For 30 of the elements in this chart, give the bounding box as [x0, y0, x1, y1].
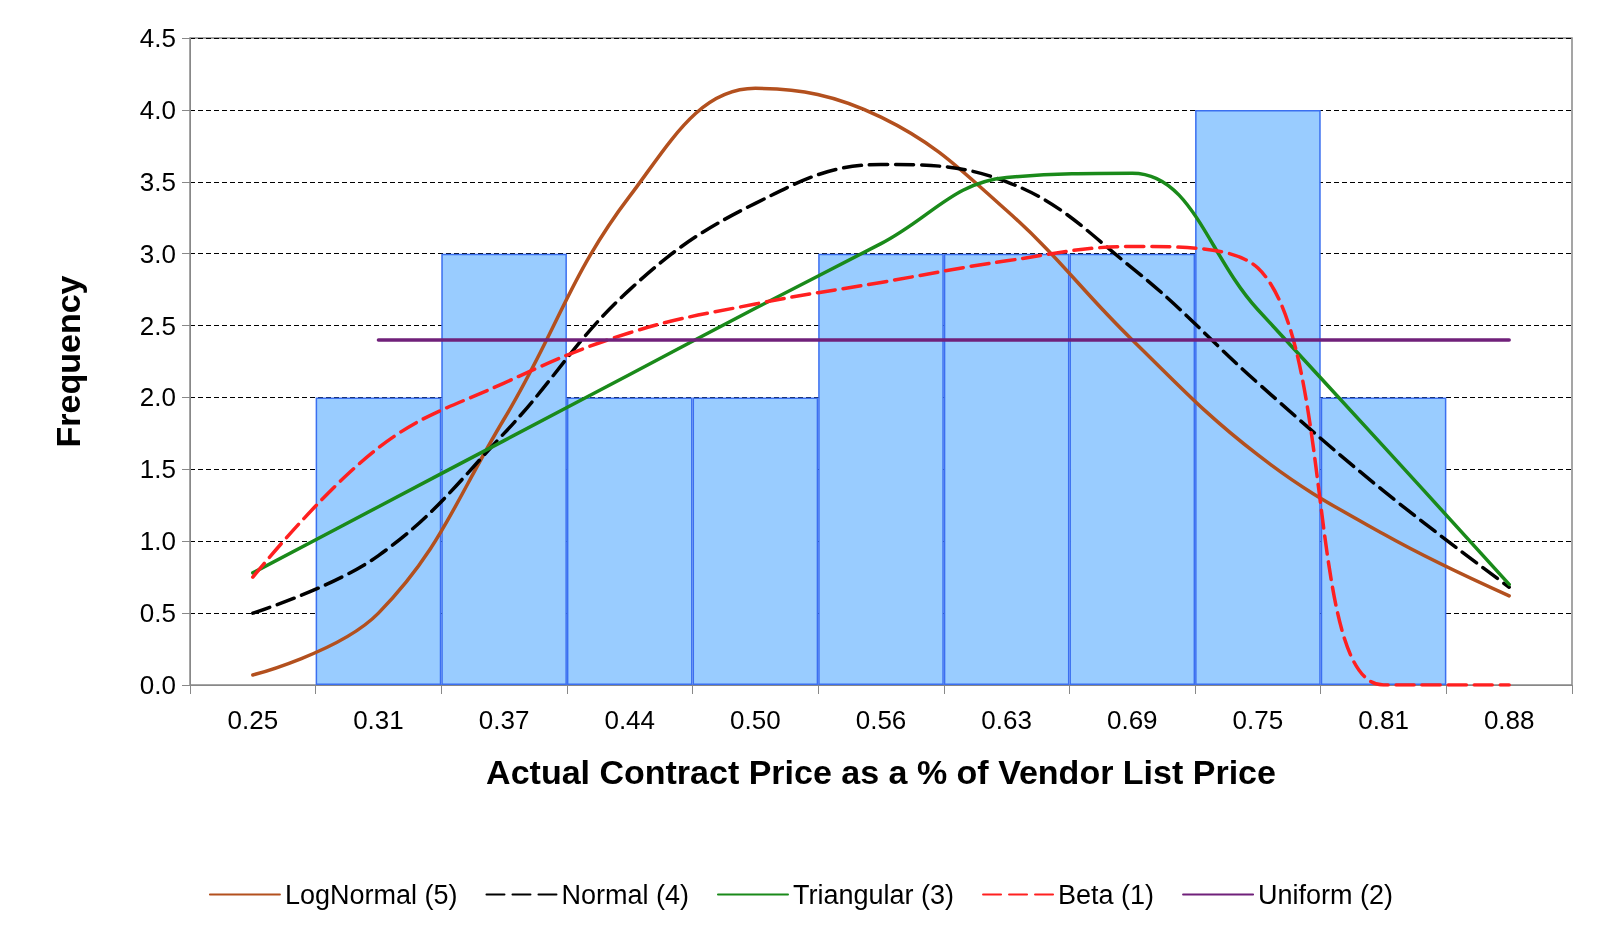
y-axis-title: Frequency: [49, 275, 87, 448]
x-tick-label: 0.75: [1232, 705, 1284, 735]
y-tick-label: 4.0: [139, 94, 176, 125]
x-tick-label: 0.69: [1106, 705, 1158, 735]
y-tick-label: 4.5: [139, 23, 176, 53]
x-tick-label: 0.25: [227, 705, 279, 735]
y-tick-label: 0.0: [139, 670, 176, 700]
y-tick-label: 3.0: [139, 238, 176, 269]
x-tick-label: 0.44: [604, 705, 656, 735]
y-tick-label: 2.5: [139, 310, 176, 341]
x-tick-label: 0.37: [478, 705, 530, 735]
y-tick-label: 2.0: [139, 382, 176, 413]
line-series: [251, 86, 1511, 677]
x-tick-label: 0.81: [1358, 705, 1409, 735]
legend-label: LogNormal (5): [284, 879, 458, 910]
line-series: [251, 244, 1511, 687]
x-tick-label: 0.31: [353, 705, 404, 735]
x-tick-label: 0.88: [1483, 705, 1535, 735]
legend-label: Normal (4): [561, 879, 689, 910]
x-axis-title: Actual Contract Price as a % of Vendor List Price: [486, 753, 1276, 791]
y-tick-label: 3.5: [139, 166, 176, 197]
x-tick-label: 0.63: [981, 705, 1032, 735]
y-tick-label: 0.5: [139, 598, 176, 629]
legend-label: Beta (1): [1058, 879, 1155, 910]
y-tick-label: 1.0: [139, 526, 176, 557]
legend-label: Uniform (2): [1258, 879, 1394, 910]
x-tick-label: 0.50: [730, 705, 781, 735]
x-tick-label: 0.56: [855, 705, 907, 735]
legend-label: Triangular (3): [792, 879, 955, 910]
y-tick-label: 1.5: [139, 454, 176, 485]
